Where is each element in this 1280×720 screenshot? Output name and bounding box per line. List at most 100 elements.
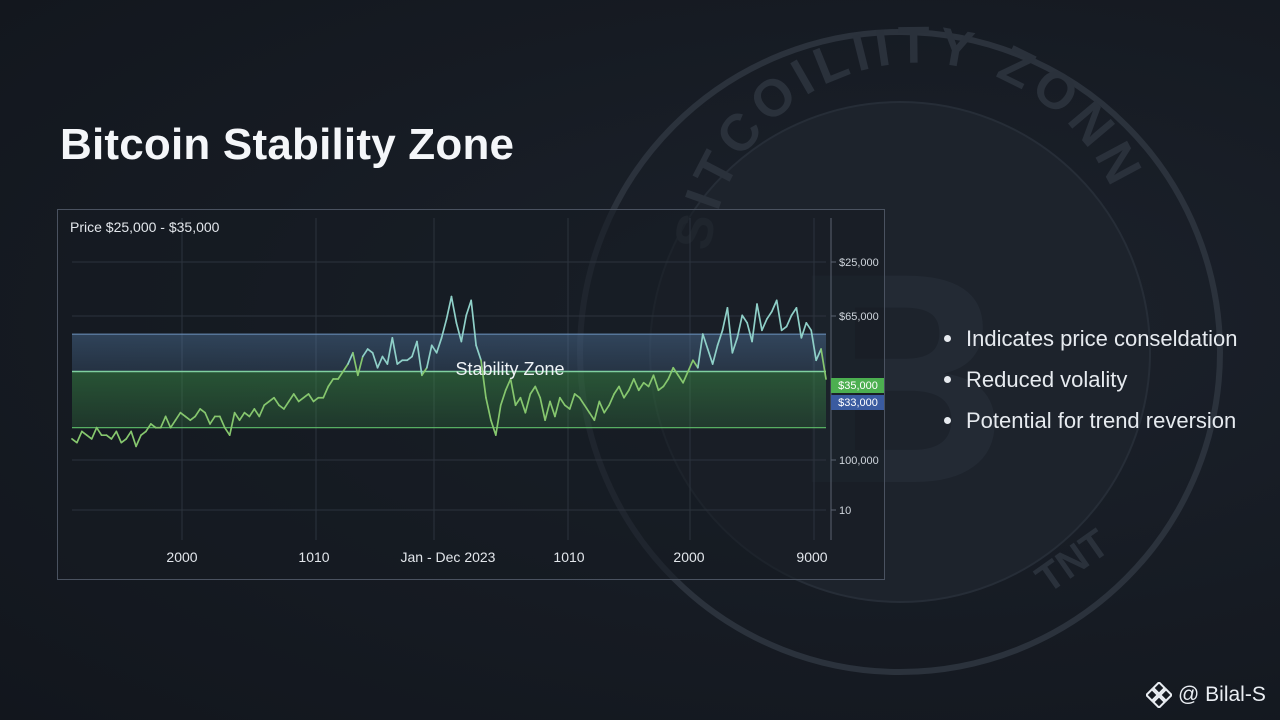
series-segment <box>494 404 502 437</box>
price-badge-label: $35,000 <box>838 380 878 392</box>
y-tick-label: $65,000 <box>839 311 879 323</box>
y-tick-label: 10 <box>839 505 851 517</box>
series-segment <box>223 426 231 437</box>
series-segment <box>71 438 78 444</box>
series-segment <box>307 393 315 403</box>
series-segment <box>76 430 83 444</box>
series-segment <box>608 393 615 407</box>
series-segment <box>337 370 344 380</box>
series-segment <box>509 378 517 407</box>
series-segment <box>637 381 645 392</box>
series-segment <box>352 351 359 377</box>
series-segment <box>559 396 566 407</box>
series-segment <box>603 404 611 414</box>
series-segment <box>440 318 448 339</box>
series-segment <box>455 321 463 343</box>
series-segment <box>568 393 576 410</box>
series-segment <box>706 348 714 365</box>
series-segment <box>662 378 670 388</box>
series-segment <box>499 389 507 407</box>
series-segment <box>194 408 201 418</box>
series-segment <box>356 355 364 377</box>
series-segment <box>731 336 739 354</box>
x-axis-ticks: 2000 1010 Jan - Dec 2023 1010 2000 9000 <box>166 549 827 565</box>
series-segment <box>657 385 665 392</box>
series-segment <box>716 329 724 347</box>
series-segment <box>554 396 561 418</box>
series-segment <box>430 344 438 354</box>
page-title: Bitcoin Stability Zone <box>60 120 515 169</box>
series-segment <box>386 336 394 365</box>
series-segment <box>125 430 132 440</box>
bullet-text: Indicates price conseldation <box>966 326 1238 351</box>
series-segment <box>258 404 266 418</box>
series-segment <box>376 355 384 369</box>
series-segment <box>623 389 630 399</box>
series-segment <box>563 404 571 410</box>
y-tick-label: 100,000 <box>839 455 879 467</box>
series-segment <box>248 408 256 418</box>
series-segment <box>199 408 206 414</box>
series-segment <box>302 393 310 399</box>
price-badge <box>831 395 884 410</box>
series-segment <box>588 411 596 422</box>
series-segment <box>524 393 532 414</box>
series-segment <box>613 385 620 395</box>
bullet-list: Indicates price conseldation Reduced vol… <box>944 318 1238 441</box>
series-segment <box>800 321 808 339</box>
series-segment <box>726 307 734 354</box>
series-segment <box>573 393 581 399</box>
series-segment <box>228 411 236 437</box>
bullet-item: Reduced volality <box>944 359 1238 400</box>
series-segment <box>287 393 295 403</box>
series-segment <box>756 303 763 332</box>
x-tick-label: 1010 <box>298 549 329 565</box>
series-segment <box>667 366 675 380</box>
series-segment <box>770 299 778 313</box>
series-segment <box>120 438 128 444</box>
series-segment <box>164 415 172 429</box>
bullet-item: Indicates price conseldation <box>944 318 1238 359</box>
series-segment <box>243 411 251 418</box>
series-segment <box>189 415 197 422</box>
series-segment <box>820 348 827 380</box>
price-badge-label: $33,000 <box>838 397 878 409</box>
x-tick-label: 9000 <box>796 549 827 565</box>
x-tick-label: Jan - Dec 2023 <box>401 549 496 565</box>
series-segment <box>81 430 88 437</box>
series-segment <box>327 378 335 388</box>
series-segment <box>460 314 468 343</box>
series-segment <box>233 411 241 422</box>
series-segment <box>312 396 320 403</box>
series-segment <box>406 355 413 362</box>
series-segment <box>268 396 275 403</box>
series-segment <box>514 396 522 407</box>
series-segment <box>534 385 542 399</box>
bullet-text: Reduced volality <box>966 367 1128 392</box>
series-segment <box>110 430 118 440</box>
series-segment <box>795 307 803 339</box>
series-segment <box>692 359 699 369</box>
series-segment <box>761 318 768 332</box>
bullet-dot-icon <box>944 335 951 342</box>
series-segment <box>652 374 660 392</box>
series-segment <box>204 411 211 425</box>
series-segment <box>642 381 650 388</box>
series-segment <box>179 411 187 418</box>
series-segment <box>539 396 546 422</box>
binance-diamond-icon <box>1146 682 1172 708</box>
series-segment <box>785 314 793 328</box>
series-segment <box>583 404 591 414</box>
series-segment <box>263 400 270 407</box>
series-segment <box>697 333 704 369</box>
stability-zone-lower-band <box>72 371 826 428</box>
bullet-dot-icon <box>944 417 951 424</box>
x-tick-label: 2000 <box>673 549 704 565</box>
stability-zone-upper-band <box>72 334 826 372</box>
series-segment <box>130 430 137 448</box>
series-segment <box>780 325 788 332</box>
series-segment <box>751 303 758 343</box>
series-segment <box>721 307 729 332</box>
series-segment <box>450 295 458 324</box>
series-segment <box>465 299 473 317</box>
